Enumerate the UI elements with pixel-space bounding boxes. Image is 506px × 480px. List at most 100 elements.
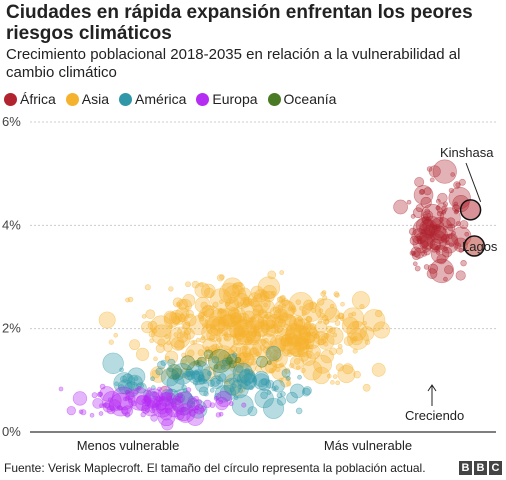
data-point: [194, 296, 211, 313]
data-point: [352, 348, 358, 354]
scatter-chart: 0% 2% 4% 6% Kinshasa Lagos Creciendo Menos vuln…: [2, 114, 498, 453]
data-point: [168, 366, 174, 373]
data-point: [430, 244, 450, 264]
data-point: [418, 189, 425, 196]
data-point: [297, 346, 309, 358]
data-point: [244, 319, 250, 325]
data-point: [323, 341, 329, 347]
data-point: [276, 396, 287, 406]
bbc-logo-letter: B: [474, 461, 487, 475]
data-point: [177, 392, 183, 399]
data-point: [423, 264, 430, 270]
data-point: [297, 374, 302, 380]
data-point: [160, 359, 167, 366]
data-point: [275, 329, 298, 352]
data-point: [322, 295, 328, 301]
data-point: [406, 199, 412, 205]
legend-item: Oceanía: [267, 91, 337, 107]
data-point: [144, 388, 164, 408]
data-point: [114, 381, 119, 387]
data-point: [247, 292, 263, 308]
data-point: [178, 298, 192, 313]
data-point: [150, 376, 155, 382]
data-point: [442, 201, 449, 207]
data-point: [442, 225, 448, 231]
data-point: [446, 217, 456, 227]
data-point: [301, 302, 322, 322]
data-point: [434, 233, 441, 241]
data-point: [414, 265, 421, 272]
y-tick-label: 0%: [2, 424, 21, 439]
city-point-lagos: [463, 235, 486, 257]
data-point: [150, 315, 173, 338]
data-point: [233, 307, 239, 313]
chart-title: Ciudades en rápida expansión enfrentan l…: [6, 2, 473, 44]
data-point: [244, 337, 253, 346]
data-point: [286, 351, 293, 358]
legend-label: Oceanía: [283, 91, 337, 107]
data-point: [127, 387, 151, 411]
data-point: [443, 276, 448, 282]
data-point: [152, 391, 159, 399]
data-point: [170, 336, 185, 351]
data-point: [175, 403, 196, 423]
data-point: [174, 373, 181, 379]
data-point: [140, 411, 146, 418]
y-tick-label: 2%: [2, 321, 21, 336]
data-point: [269, 306, 282, 319]
annotation-leader: [465, 162, 482, 203]
data-point: [339, 316, 345, 322]
data-point: [144, 284, 151, 291]
data-point: [312, 366, 331, 385]
data-point: [260, 378, 268, 386]
data-point: [217, 309, 223, 314]
data-point: [420, 223, 428, 232]
data-point: [206, 327, 221, 342]
data-point: [408, 227, 417, 236]
data-point: [335, 363, 344, 372]
data-point: [223, 331, 229, 337]
data-point: [464, 231, 470, 237]
data-point: [219, 299, 224, 305]
data-point: [413, 185, 434, 205]
data-point: [412, 261, 418, 267]
data-point: [232, 315, 241, 324]
data-point: [133, 376, 139, 381]
data-point: [271, 316, 283, 328]
data-point: [281, 368, 291, 378]
data-point: [192, 380, 199, 386]
data-point: [168, 286, 174, 292]
data-point: [149, 338, 154, 344]
data-point: [284, 367, 291, 374]
data-point: [440, 234, 450, 243]
data-point: [299, 325, 305, 330]
data-point: [232, 374, 242, 383]
data-point: [216, 274, 224, 282]
legend-label: Europa: [212, 91, 258, 107]
data-point: [301, 387, 311, 397]
data-point: [166, 395, 173, 402]
data-point: [72, 391, 88, 406]
data-point: [427, 263, 439, 274]
data-point: [286, 391, 298, 404]
data-point: [293, 317, 304, 328]
data-point: [198, 386, 209, 396]
data-point: [147, 320, 158, 331]
data-point: [224, 302, 230, 308]
data-point: [191, 280, 200, 289]
data-point: [200, 335, 206, 341]
data-point: [179, 333, 185, 339]
data-point: [208, 349, 232, 374]
data-point: [455, 182, 461, 188]
data-point: [220, 364, 226, 370]
legend: África Asia América Europa Oceanía: [4, 91, 346, 107]
data-point: [230, 312, 242, 324]
data-point: [129, 339, 141, 351]
data-point: [314, 321, 328, 334]
data-point: [410, 246, 422, 258]
data-point: [166, 340, 172, 346]
data-point: [393, 199, 408, 215]
annotation-label: Kinshasa: [440, 145, 494, 160]
data-point: [294, 336, 309, 351]
